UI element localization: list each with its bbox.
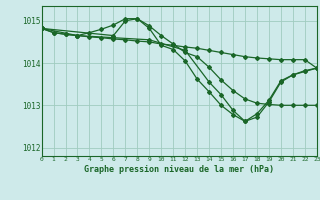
X-axis label: Graphe pression niveau de la mer (hPa): Graphe pression niveau de la mer (hPa) bbox=[84, 165, 274, 174]
